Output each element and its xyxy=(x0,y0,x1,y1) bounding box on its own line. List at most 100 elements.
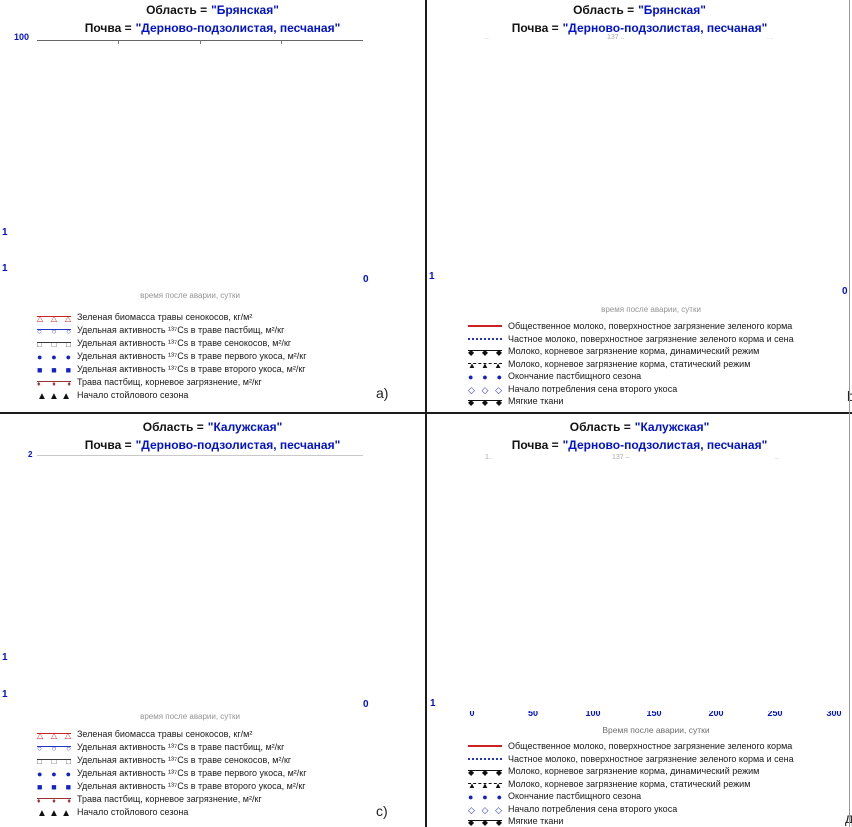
square-open-black-line-icon xyxy=(37,338,71,348)
legend-item-label: Начало потребления сена второго укоса xyxy=(508,383,678,394)
legend-item: Начало стойлового сезона xyxy=(37,388,307,401)
panel-b: Область = "Брянская" Почва = "Дерново-подз… xyxy=(427,0,852,412)
legend-item: Молоко, корневое загрязнение корма, стат… xyxy=(468,358,794,371)
panel-divider-vertical xyxy=(425,0,427,827)
circle-filled-blue-icon xyxy=(468,371,502,381)
x-axis-tick: 0 xyxy=(363,699,369,710)
x-axis-ticks: 0 50 100 150 200 250 300 xyxy=(427,711,852,721)
x-axis-label: Время после аварии, сутки xyxy=(602,725,710,735)
panel-letter: a) xyxy=(376,385,389,401)
x-axis-tick: 300 xyxy=(826,711,842,718)
y-axis-tick: 1 xyxy=(2,652,8,663)
soil-title: Почва = "Дерново-подзолистая, песчаная" xyxy=(427,21,852,35)
legend-item-label: Зеленая биомасса травы сенокосов, кг/м² xyxy=(77,728,253,739)
y-axis-tick: 1 xyxy=(2,263,8,274)
soil-label: Почва = xyxy=(511,438,559,452)
axis-title-fragment: .. xyxy=(485,34,489,41)
diamond-open-blue-icon xyxy=(468,804,502,814)
legend-item-label: Окончание пастбищного сезона xyxy=(508,371,642,382)
triangle-filled-black-icon xyxy=(37,390,71,400)
panel-letter: c) xyxy=(376,803,388,819)
axis-title-fragment: . . xyxy=(767,34,773,41)
legend-item: Частное молоко, поверхностное загрязнени… xyxy=(468,753,794,766)
soil-title: Почва = "Дерново-подзолистая, песчаная" xyxy=(427,438,852,452)
y-axis-tick: 100 xyxy=(14,32,30,42)
diamond-open-blue-icon xyxy=(468,384,502,394)
diamond-filled-black-line-icon xyxy=(468,396,502,406)
axis-tick xyxy=(200,40,201,44)
y-axis-tick: 1 xyxy=(430,698,436,709)
axis-title-fragment: 137 – xyxy=(612,454,630,461)
axis-title-fragment: 1.. xyxy=(485,454,493,461)
legend-item-label: Мягкие ткани xyxy=(508,816,564,827)
x-axis-tick: 0 xyxy=(363,274,369,285)
legend-item: Начало потребления сена второго укоса xyxy=(468,383,794,396)
legend: Общественное молоко, поверхностное загря… xyxy=(468,740,794,827)
x-axis-label: время после аварии, сутки xyxy=(140,291,240,300)
legend-item: Удельная активность ¹³⁷Cs в траве сеноко… xyxy=(37,336,307,349)
region-value: "Брянская" xyxy=(638,3,706,17)
diamond-filled-black-line-icon xyxy=(468,346,502,356)
legend: Зеленая биомасса травы сенокосов, кг/м² … xyxy=(37,310,307,401)
y-axis-tick: 1 xyxy=(2,227,8,238)
dotted-line-blue-icon xyxy=(468,334,502,344)
legend-item: Трава пастбищ, корневое загрязнение, м²/… xyxy=(37,792,307,805)
diamond-filled-black-line-icon xyxy=(468,766,502,776)
region-label: Область = xyxy=(569,420,631,434)
legend-item-label: Молоко, корневое загрязнение корма, дина… xyxy=(508,766,760,777)
legend-item-label: Зеленая биомасса травы сенокосов, кг/м² xyxy=(77,311,253,322)
legend-item-label: Удельная активность ¹³⁷Cs в траве сеноко… xyxy=(77,754,292,765)
panel-a: Область = "Брянская" Почва = "Дерново-подз… xyxy=(0,0,425,412)
axis-tick xyxy=(118,40,119,44)
legend-item: Удельная активность ¹³⁷Cs в траве первог… xyxy=(37,349,307,362)
x-axis-label: время после аварии, сутки xyxy=(601,305,701,314)
circle-open-blue-line-icon xyxy=(37,325,71,335)
x-axis-tick: 150 xyxy=(646,711,662,718)
plot-top-axis-line xyxy=(37,455,363,456)
legend-item: Удельная активность ¹³⁷Cs в траве пастби… xyxy=(37,323,307,336)
legend-item: Окончание пастбищного сезона xyxy=(468,370,794,383)
triangle-open-red-line-icon xyxy=(37,312,71,322)
y-axis-tick: 1 xyxy=(429,271,435,282)
diamond-filled-brown-line-icon xyxy=(37,794,71,804)
x-axis-tick: 100 xyxy=(585,711,601,718)
legend-item-label: Частное молоко, поверхностное загрязнени… xyxy=(508,333,794,344)
legend-item-label: Окончание пастбищного сезона xyxy=(508,791,642,802)
legend-item: Зеленая биомасса травы сенокосов, кг/м² xyxy=(37,727,307,740)
legend-item: Молоко, корневое загрязнение корма, дина… xyxy=(468,345,794,358)
x-axis-tick: 250 xyxy=(767,711,783,718)
soil-value: "Дерново-подзолистая, песчаная" xyxy=(135,21,341,35)
legend-item-label: Начало стойлового сезона xyxy=(77,806,189,817)
legend-item: Мягкие ткани xyxy=(468,815,794,827)
circle-open-blue-line-icon xyxy=(37,742,71,752)
region-value: "Брянская" xyxy=(211,3,279,17)
triangle-filled-black-icon xyxy=(37,807,71,817)
legend-item-label: Удельная активность ¹³⁷Cs в траве второг… xyxy=(77,363,306,374)
legend-item-label: Начало стойлового сезона xyxy=(77,389,189,400)
square-filled-blue-icon xyxy=(37,364,71,374)
legend-item: Молоко, корневое загрязнение корма, стат… xyxy=(468,778,794,791)
legend-item-label: Трава пастбищ, корневое загрязнение, м²/… xyxy=(77,376,262,387)
legend-item-label: Молоко, корневое загрязнение корма, дина… xyxy=(508,346,760,357)
legend-item-label: Удельная активность ¹³⁷Cs в траве сеноко… xyxy=(77,337,292,348)
y-axis-tick: 1 xyxy=(2,689,8,700)
legend-item: Начало стойлового сезона xyxy=(37,805,307,818)
axis-tick xyxy=(281,40,282,44)
panel-letter: д xyxy=(845,810,852,826)
legend-item: Общественное молоко, поверхностное загря… xyxy=(468,320,794,333)
legend-item-label: Общественное молоко, поверхностное загря… xyxy=(508,741,793,752)
x-axis-tick: 0 xyxy=(842,286,848,297)
circle-filled-blue-icon xyxy=(37,351,71,361)
dotted-line-blue-icon xyxy=(468,754,502,764)
soil-value: "Дерново-подзолистая, песчаная" xyxy=(135,438,341,452)
axis-title-fragment: .. xyxy=(775,454,779,461)
region-value: "Калужская" xyxy=(634,420,710,434)
legend-item: Трава пастбищ, корневое загрязнение, м²/… xyxy=(37,375,307,388)
legend-item: Молоко, корневое загрязнение корма, дина… xyxy=(468,765,794,778)
diamond-filled-brown-line-icon xyxy=(37,377,71,387)
triangle-open-red-line-icon xyxy=(37,729,71,739)
soil-value: "Дерново-подзолистая, песчаная" xyxy=(562,438,768,452)
legend-item: Удельная активность ¹³⁷Cs в траве второг… xyxy=(37,779,307,792)
y-axis-tick: 2 xyxy=(28,450,33,459)
legend-item: Начало потребления сена второго укоса xyxy=(468,803,794,816)
